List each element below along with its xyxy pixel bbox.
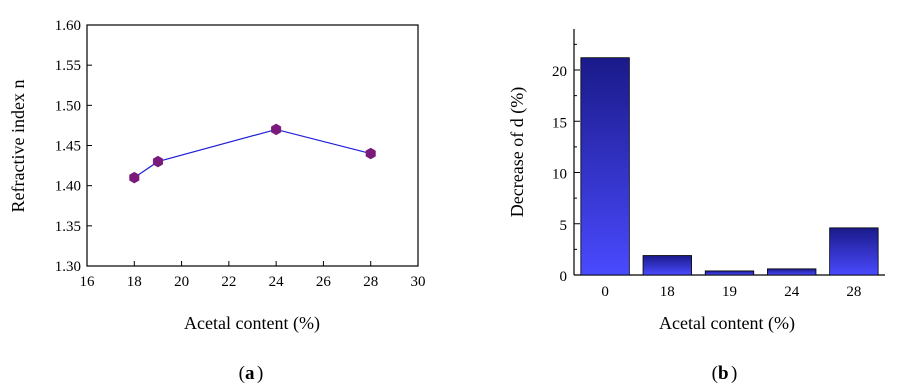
panel-a-plot-frame (86, 24, 419, 267)
y-tick-label: 1.30 (55, 259, 81, 275)
bar (704, 270, 755, 276)
y-tick-label: 1.40 (55, 179, 81, 195)
y-tick-label: 1.55 (55, 58, 81, 74)
data-point (152, 155, 163, 168)
panel-b-y-axis-title: Decrease of d (%) (507, 87, 528, 217)
x-tick-label: 16 (80, 274, 96, 290)
svg-text:a: a (245, 363, 255, 384)
panel-b-label: ( b ) (712, 363, 738, 384)
data-point (129, 171, 140, 184)
svg-text:(: ( (239, 363, 245, 384)
y-tick-label: 10 (552, 167, 567, 183)
panel-a-x-ticks: 16 18 20 22 24 26 28 30 (80, 261, 426, 290)
panel-a-line-chart: 16 18 20 22 24 26 28 30 1.30 1.35 1.40 1.45 1.50 1.5… (8, 18, 426, 384)
x-tick-label: 22 (221, 274, 236, 290)
y-tick-label: 20 (552, 64, 567, 80)
bar (580, 57, 630, 276)
panel-a-label: ( a ) (239, 363, 264, 384)
x-tick-label: 19 (722, 284, 737, 300)
x-tick-label: 18 (660, 284, 675, 300)
panel-b-x-tick-labels: 0 18 19 24 28 (601, 284, 861, 300)
y-tick-label: 5 (560, 218, 568, 234)
panel-b-bars (580, 57, 879, 276)
y-tick-label: 1.35 (55, 219, 81, 235)
panel-b-bar-chart: 0 5 10 15 20 0 18 19 24 28 Acetal content (%) De… (507, 29, 885, 384)
y-tick-label: 1.50 (55, 98, 81, 114)
x-tick-label: 0 (601, 284, 609, 300)
svg-text:b: b (718, 363, 729, 384)
bar (642, 255, 692, 276)
x-tick-label: 28 (363, 274, 378, 290)
bar (767, 268, 817, 276)
panel-b-y-ticks: 0 5 10 15 20 (552, 43, 580, 285)
svg-text:(: ( (712, 363, 718, 384)
y-tick-label: 0 (560, 269, 568, 285)
x-tick-label: 28 (846, 284, 861, 300)
x-tick-label: 30 (411, 274, 426, 290)
panel-a-series (129, 123, 376, 184)
x-tick-label: 18 (127, 274, 142, 290)
panel-a-y-ticks: 1.30 1.35 1.40 1.45 1.50 1.55 1.60 (55, 18, 92, 275)
x-tick-label: 26 (316, 274, 332, 290)
series-line (133, 128, 371, 179)
y-tick-label: 1.60 (55, 18, 81, 34)
svg-text:): ) (257, 363, 263, 384)
data-point (271, 123, 282, 136)
panel-a-x-axis-title: Acetal content (%) (184, 313, 320, 334)
panel-b-x-axis-title: Acetal content (%) (659, 313, 795, 334)
data-point (365, 147, 376, 160)
x-tick-label: 24 (784, 284, 800, 300)
svg-text:): ) (731, 363, 737, 384)
y-tick-label: 15 (552, 115, 567, 131)
x-tick-label: 24 (269, 274, 285, 290)
y-tick-label: 1.45 (55, 139, 81, 155)
panel-a-y-axis-title: Refractive index n (8, 80, 28, 213)
x-tick-label: 20 (174, 274, 189, 290)
bar (829, 227, 879, 276)
